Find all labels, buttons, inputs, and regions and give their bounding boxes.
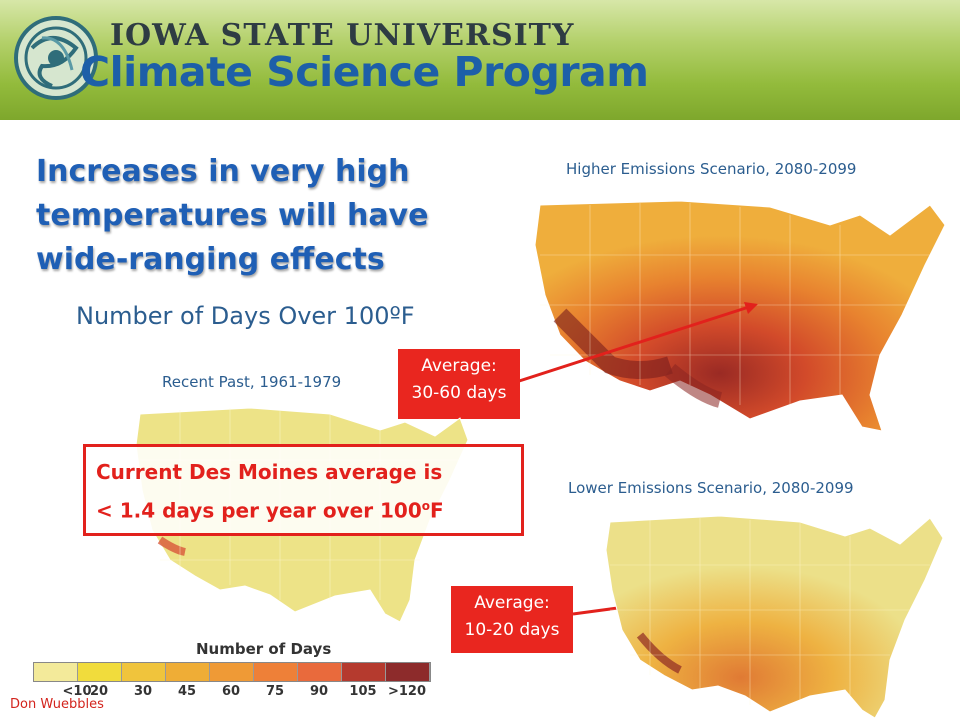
globe-logo-icon <box>14 16 98 100</box>
university-name: IOWA STATE UNIVERSITY <box>110 18 575 53</box>
legend-swatch <box>342 663 386 681</box>
lower-callout-line1: Average: <box>474 593 550 613</box>
page-title: Increases in very high temperatures will… <box>36 154 429 277</box>
des-moines-line1: Current Des Moines average is <box>96 460 443 484</box>
legend-label: 60 <box>221 684 241 699</box>
des-moines-line2: < 1.4 days per year over 100oF <box>96 498 444 523</box>
legend-swatch <box>78 663 122 681</box>
legend-title: Number of Days <box>196 640 332 658</box>
legend-label: 45 <box>177 684 197 699</box>
legend-label: >120 <box>387 684 427 699</box>
lower-emissions-map <box>605 515 944 719</box>
higher-average-callout: Average: 30-60 days <box>398 349 520 419</box>
legend-label: <10 <box>62 684 92 699</box>
legend-label: 30 <box>133 684 153 699</box>
lower-emissions-caption: Lower Emissions Scenario, 2080-2099 <box>568 479 854 497</box>
legend-label: 105 <box>349 684 377 699</box>
legend-swatch <box>386 663 430 681</box>
header-banner: IOWA STATE UNIVERSITY Climate Science Pr… <box>0 0 960 120</box>
lower-callout-line2: 10-20 days <box>464 620 560 640</box>
legend-label: 20 <box>89 684 109 699</box>
legend-swatch <box>210 663 254 681</box>
higher-emissions-map <box>534 200 946 432</box>
legend-swatch <box>254 663 298 681</box>
legend-label: 75 <box>265 684 285 699</box>
legend-label: 90 <box>309 684 329 699</box>
legend-color-scale <box>33 662 431 682</box>
program-name: Climate Science Program <box>80 48 649 96</box>
higher-emissions-caption: Higher Emissions Scenario, 2080-2099 <box>566 160 857 178</box>
author-credit: Don Wuebbles <box>10 697 104 712</box>
legend-swatch <box>122 663 166 681</box>
higher-callout-line1: Average: <box>421 356 497 376</box>
lower-average-callout: Average: 10-20 days <box>451 586 573 653</box>
subtitle: Number of Days Over 100ºF <box>76 302 415 330</box>
recent-past-caption: Recent Past, 1961-1979 <box>162 373 342 391</box>
legend-swatch <box>166 663 210 681</box>
legend-swatch <box>34 663 78 681</box>
higher-callout-line2: 30-60 days <box>411 383 507 403</box>
legend-swatch <box>298 663 342 681</box>
des-moines-callout: Current Des Moines average is < 1.4 days… <box>83 444 524 536</box>
